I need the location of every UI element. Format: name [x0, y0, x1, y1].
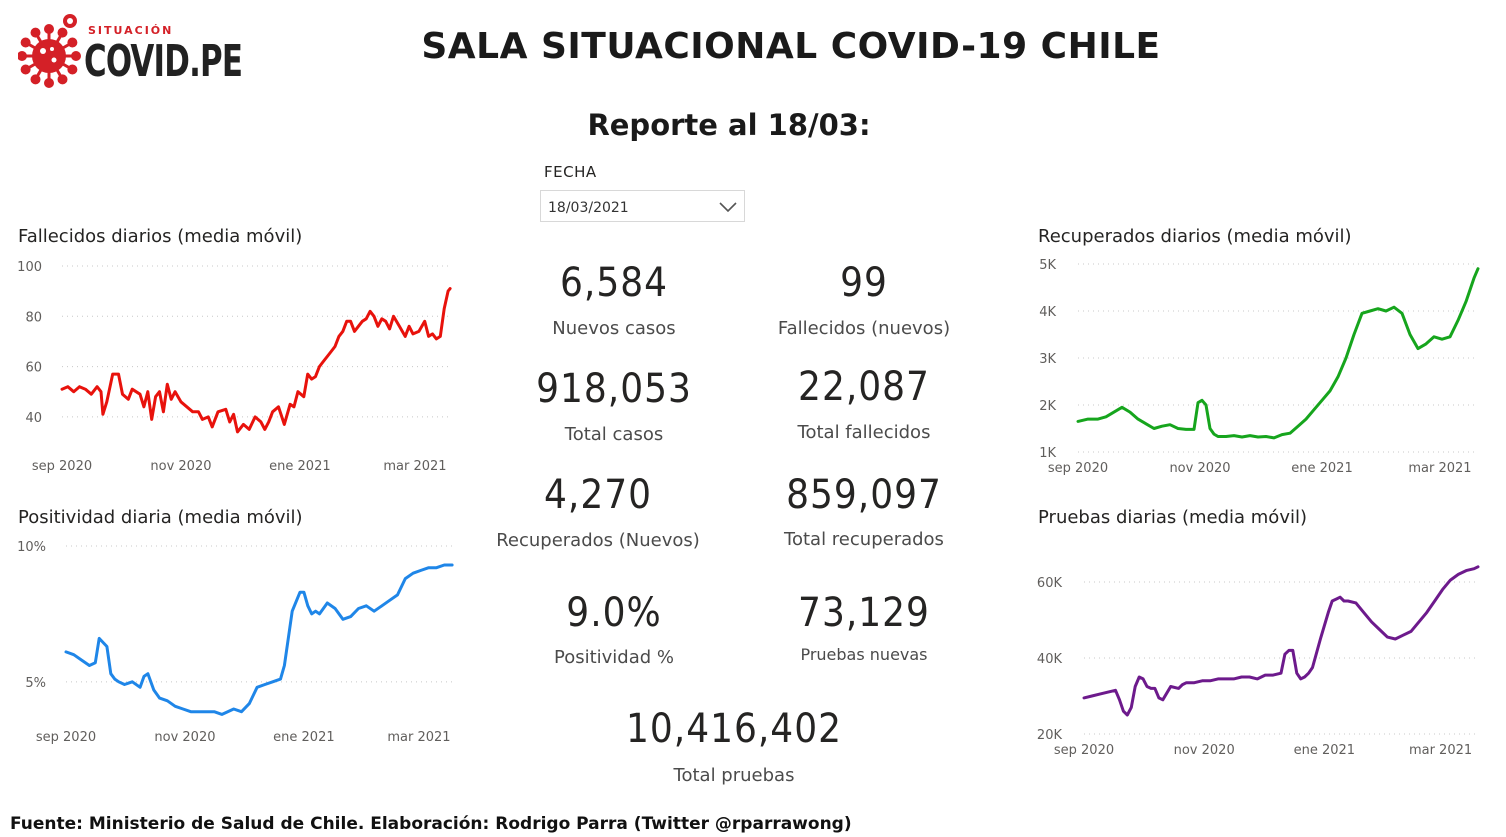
fallecidos-line-chart: 100 80 60 40 sep 2020 nov 2020 ene 2021 mar 202…: [17, 260, 452, 474]
y-tick-label: 4K: [1039, 305, 1056, 320]
x-tick-label: sep 2020: [1054, 743, 1114, 758]
kpi-recuperados-nuevos-label: Recuperados (Nuevos): [496, 530, 700, 551]
y-tick-label: 2K: [1039, 399, 1056, 414]
date-filter-label: FECHA: [544, 163, 597, 181]
series-line-positividad: [64, 563, 454, 716]
kpi-fallecidos-nuevos-value: 99: [840, 260, 888, 306]
chart-fallecidos-title: Fallecidos diarios (media móvil): [18, 226, 303, 247]
logo-small-text: SITUACIÓN: [88, 24, 174, 37]
y-tick-label: 80: [25, 310, 42, 325]
chart-recuperados-title: Recuperados diarios (media móvil): [1038, 226, 1352, 247]
kpi-pruebas-nuevas-value: 73,129: [798, 590, 930, 636]
kpi-positividad-label: Positividad %: [553, 647, 675, 668]
x-tick-label: nov 2020: [150, 459, 211, 474]
y-tick-label: 40: [25, 411, 42, 426]
x-tick-label: mar 2021: [383, 459, 446, 474]
chart-pruebas-title: Pruebas diarias (media móvil): [1038, 507, 1307, 528]
chevron-down-icon: [719, 202, 737, 213]
x-tick-label: nov 2020: [1174, 743, 1235, 758]
kpi-total-fallecidos-label: Total fallecidos: [797, 422, 931, 443]
x-tick-label: mar 2021: [387, 730, 450, 745]
x-tick-label: nov 2020: [1169, 461, 1230, 476]
kpi-total-recuperados-value: 859,097: [786, 472, 942, 518]
kpi-fallecidos-nuevos-label: Fallecidos (nuevos): [777, 318, 951, 339]
x-tick-label: sep 2020: [1048, 461, 1108, 476]
x-tick-label: sep 2020: [32, 459, 92, 474]
x-tick-label: mar 2021: [1408, 461, 1471, 476]
y-tick-label: 3K: [1039, 352, 1056, 367]
kpi-recuperados-nuevos-value: 4,270: [544, 472, 652, 518]
chart-positividad-title: Positividad diaria (media móvil): [18, 507, 303, 528]
kpi-total-casos-label: Total casos: [564, 424, 664, 445]
y-tick-label: 60: [25, 361, 42, 376]
kpi-pruebas-nuevas-label: Pruebas nuevas: [800, 645, 928, 664]
x-tick-label: ene 2021: [269, 459, 330, 474]
positividad-line-chart: 10% 5% sep 2020 nov 2020 ene 2021 mar 2021: [17, 540, 456, 745]
y-tick-label: 5K: [1039, 258, 1056, 273]
covid-pe-logo: SITUACIÓN COVID.PE: [18, 12, 248, 90]
kpi-total-pruebas-value: 10,416,402: [626, 706, 842, 752]
x-tick-label: ene 2021: [1291, 461, 1352, 476]
kpi-positividad-value: 9.0%: [566, 590, 662, 636]
source-footnote: Fuente: Ministerio de Salud de Chile. El…: [10, 814, 852, 834]
kpi-total-recuperados-label: Total recuperados: [784, 529, 944, 550]
kpi-nuevos-casos-label: Nuevos casos: [552, 318, 676, 339]
y-tick-label: 60K: [1037, 576, 1063, 591]
series-line-recuperados: [1076, 267, 1480, 440]
kpi-total-fallecidos-value: 22,087: [798, 364, 930, 410]
virus-icon: [18, 14, 81, 88]
date-filter-dropdown[interactable]: 18/03/2021: [540, 190, 745, 222]
series-line-fallecidos: [60, 287, 452, 434]
y-tick-label: 5%: [25, 676, 46, 691]
x-tick-label: ene 2021: [1294, 743, 1355, 758]
x-tick-label: mar 2021: [1409, 743, 1472, 758]
y-tick-label: 100: [17, 260, 42, 275]
kpi-nuevos-casos-value: 6,584: [560, 260, 668, 306]
series-line-pruebas: [1082, 565, 1480, 717]
y-tick-label: 20K: [1037, 728, 1063, 743]
y-tick-label: 1K: [1039, 446, 1056, 461]
x-tick-label: ene 2021: [273, 730, 334, 745]
date-filter-value: 18/03/2021: [548, 200, 629, 216]
y-tick-label: 10%: [17, 540, 46, 555]
y-tick-label: 40K: [1037, 652, 1063, 667]
kpi-total-casos-value: 918,053: [536, 366, 692, 412]
x-tick-label: nov 2020: [154, 730, 215, 745]
page-title: SALA SITUACIONAL COVID-19 CHILE: [421, 26, 1161, 67]
kpi-total-pruebas-label: Total pruebas: [673, 765, 795, 786]
x-tick-label: sep 2020: [36, 730, 96, 745]
logo-big-text: COVID.PE: [84, 36, 243, 87]
report-date-subtitle: Reporte al 18/03:: [587, 108, 871, 142]
